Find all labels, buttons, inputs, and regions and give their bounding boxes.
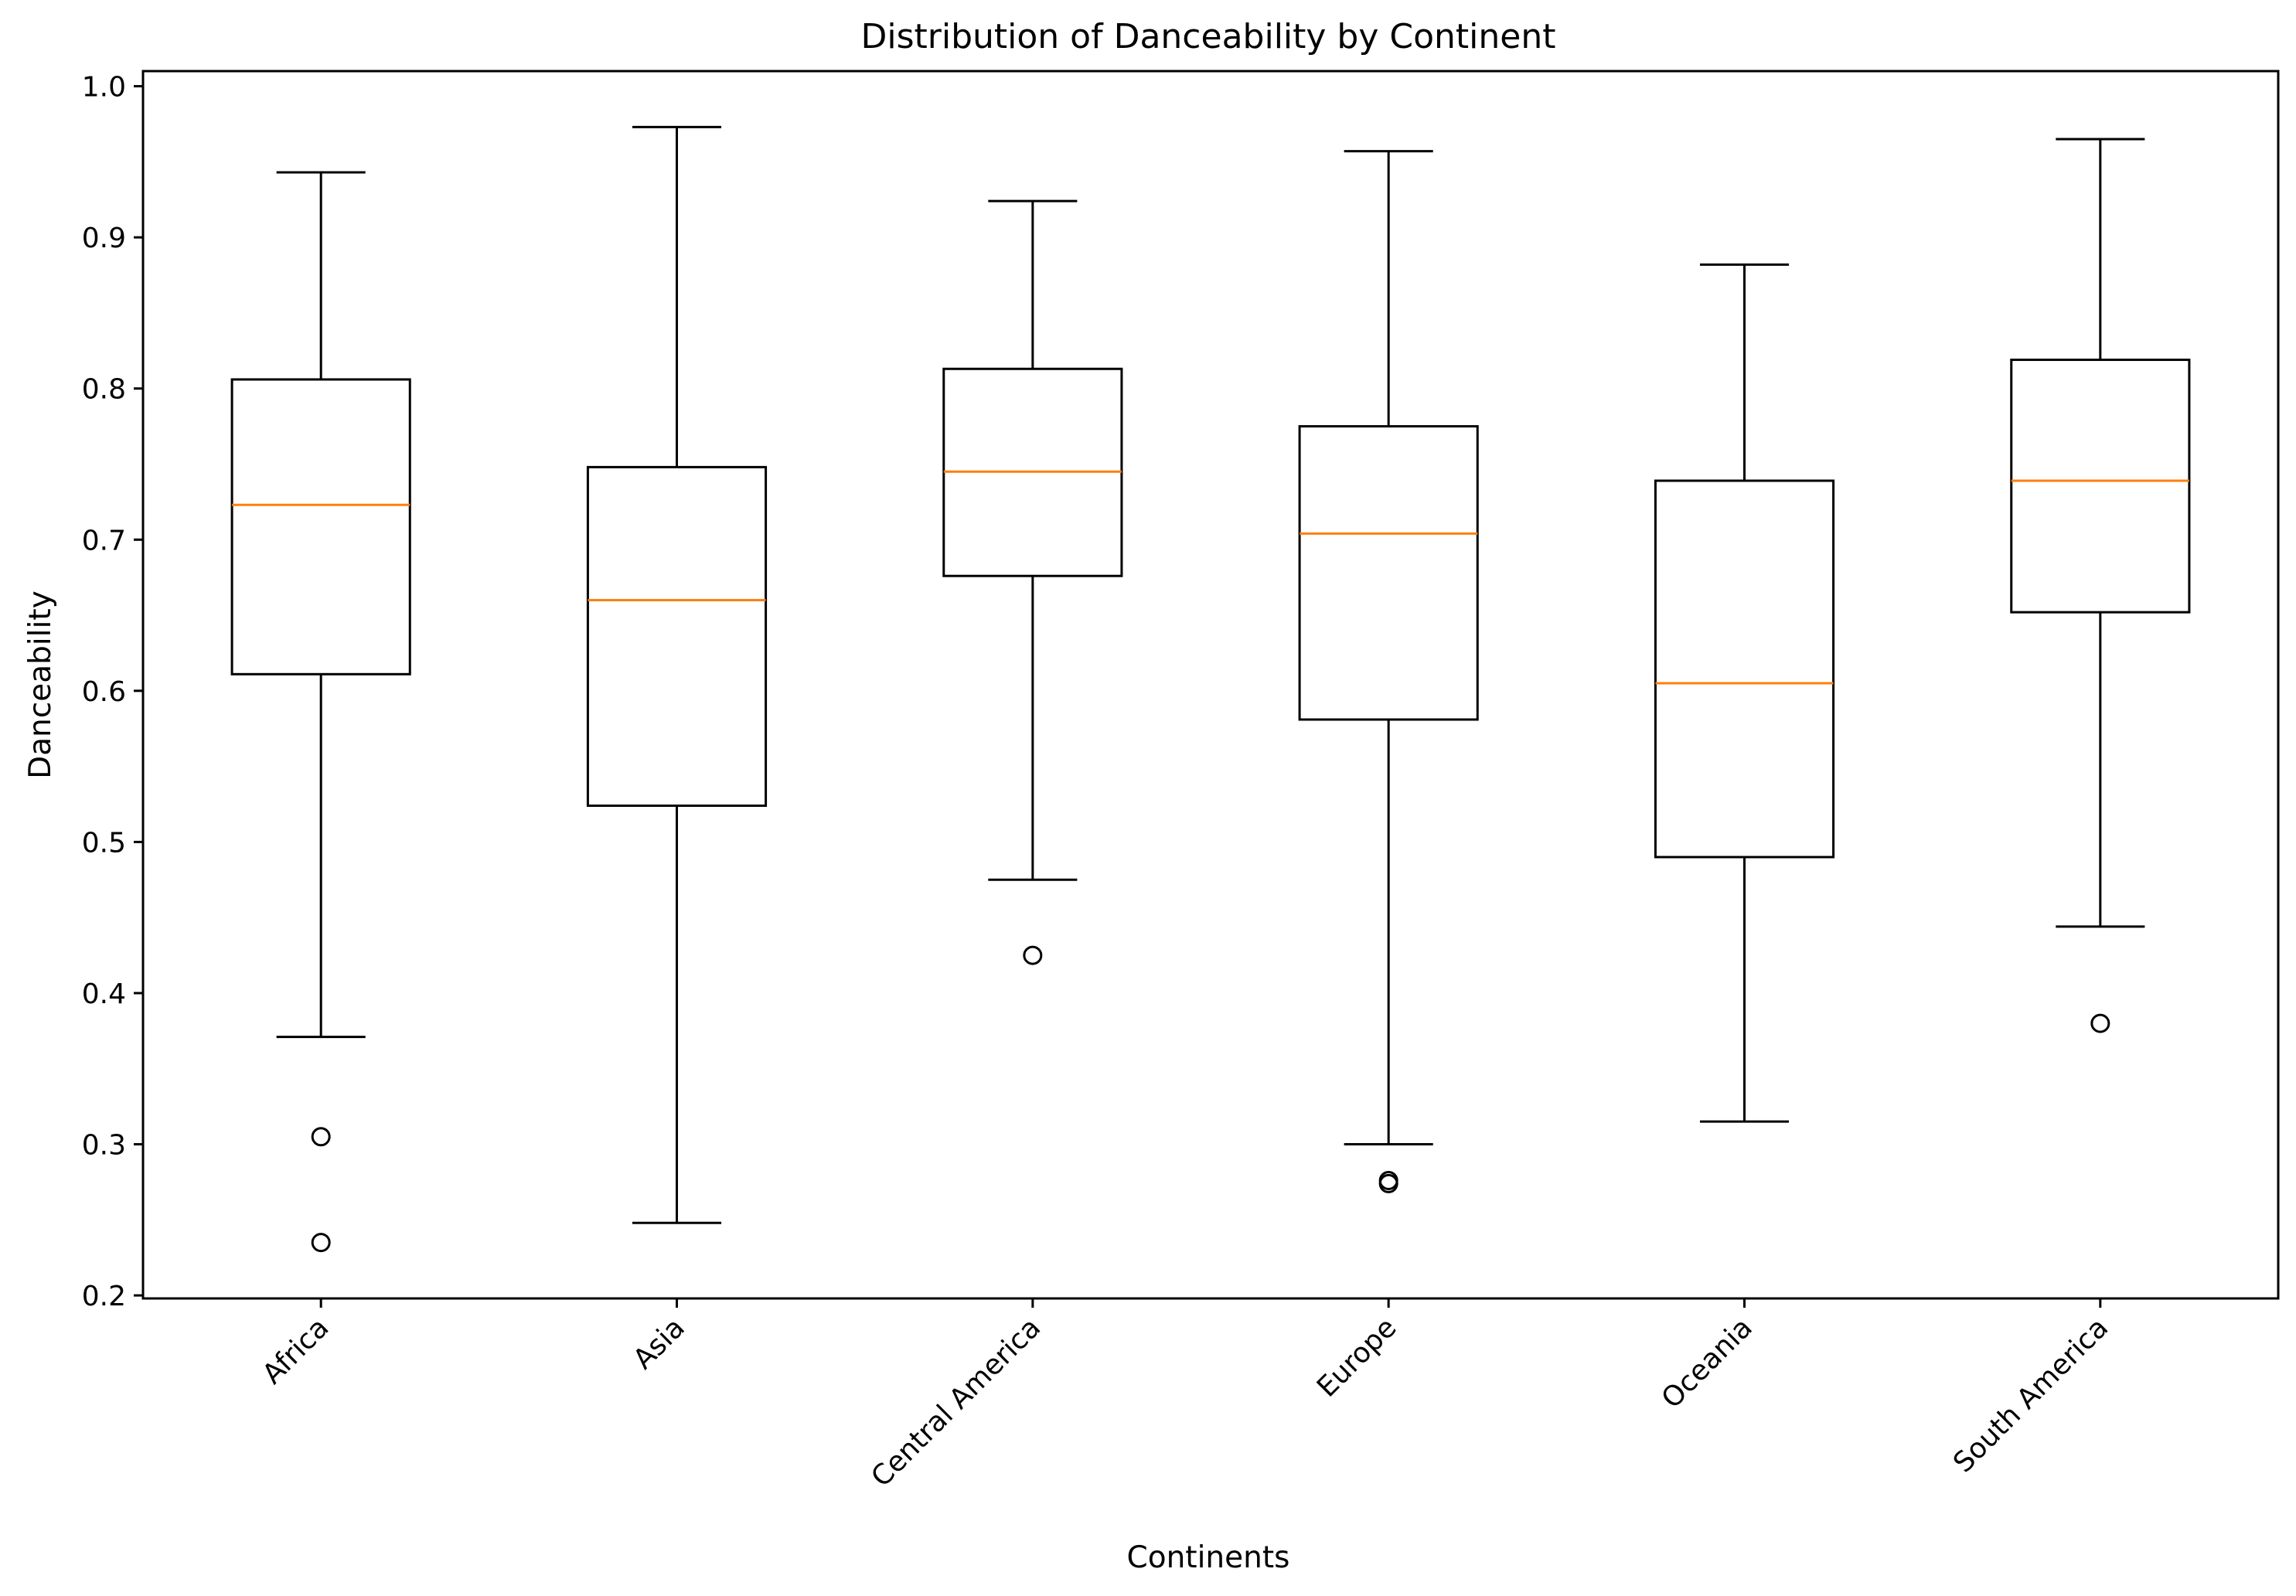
y-tick-label: 0.3 (82, 1130, 126, 1162)
iqr-box (2010, 359, 2191, 614)
x-tick-label: Africa (257, 1312, 336, 1390)
y-tick-label: 0.9 (82, 223, 126, 254)
y-tick-label: 0.2 (82, 1281, 126, 1312)
x-tick-label: Europe (1311, 1312, 1403, 1404)
x-tick-label: Central America (865, 1312, 1047, 1493)
outlier-point (311, 1233, 331, 1253)
y-tick-label: 0.5 (82, 827, 126, 859)
box-group (1298, 150, 1479, 1193)
x-tick-label: Asia (628, 1312, 691, 1375)
box-group (230, 171, 411, 1253)
iqr-box (230, 378, 411, 675)
iqr-box (1654, 479, 1835, 859)
outlier-point (1023, 945, 1043, 965)
outlier-point (2090, 1013, 2110, 1033)
box-group (1654, 263, 1835, 1123)
outlier-point (311, 1127, 331, 1147)
y-tick-label: 0.8 (82, 374, 126, 406)
iqr-box (586, 465, 768, 807)
box-group (2010, 138, 2191, 1033)
plot-area (230, 125, 2191, 1253)
y-tick-label: 0.4 (82, 978, 126, 1010)
x-tick-label: Oceania (1656, 1312, 1759, 1414)
box-group (942, 199, 1123, 965)
x-axis-label: Continents (1127, 1540, 1290, 1575)
y-axis: 0.2 0.3 0.4 0.5 0.6 0.7 0.8 0.9 1.0 (82, 72, 143, 1312)
y-tick-label: 0.6 (82, 676, 126, 708)
y-axis-label: Danceability (23, 590, 58, 779)
y-tick-label: 1.0 (82, 72, 126, 104)
y-tick-label: 0.7 (82, 525, 126, 556)
plot-frame (141, 70, 2280, 1300)
chart-title: Distribution of Danceability by Continen… (861, 17, 1556, 56)
box-group (586, 125, 768, 1224)
x-tick-label: South America (1947, 1312, 2114, 1479)
iqr-box (1298, 425, 1479, 721)
x-axis: Africa Asia Central America Europe Oceania So… (257, 1298, 2114, 1493)
outlier-point (1378, 1173, 1398, 1193)
